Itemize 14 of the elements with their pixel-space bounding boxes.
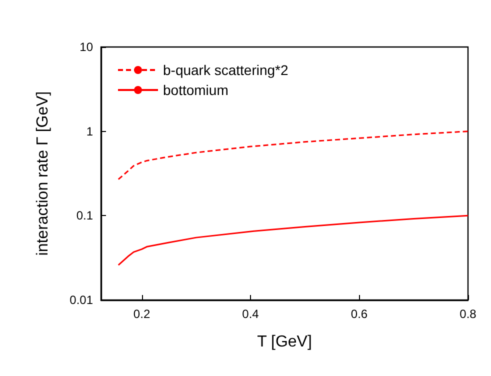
- y-tick-label: 10: [80, 40, 94, 54]
- x-axis-title: T [GeV]: [257, 334, 312, 350]
- x-tick-label: 0.6: [350, 307, 368, 321]
- y-tick-label: 1: [86, 124, 94, 138]
- x-tick-label: 0.4: [242, 307, 260, 321]
- y-axis-title: interaction rate Γ [GeV]: [34, 91, 52, 256]
- x-tick-label: 0.2: [133, 307, 150, 321]
- legend-label: b-quark scattering*2: [163, 62, 289, 78]
- legend-label: bottomium: [163, 82, 228, 98]
- y-tick-label: 0.01: [70, 293, 94, 307]
- x-tick-label: 0.8: [460, 307, 477, 321]
- line-series: [118, 214, 469, 266]
- y-tick-label: 0.1: [76, 208, 94, 223]
- line-series: [118, 130, 469, 180]
